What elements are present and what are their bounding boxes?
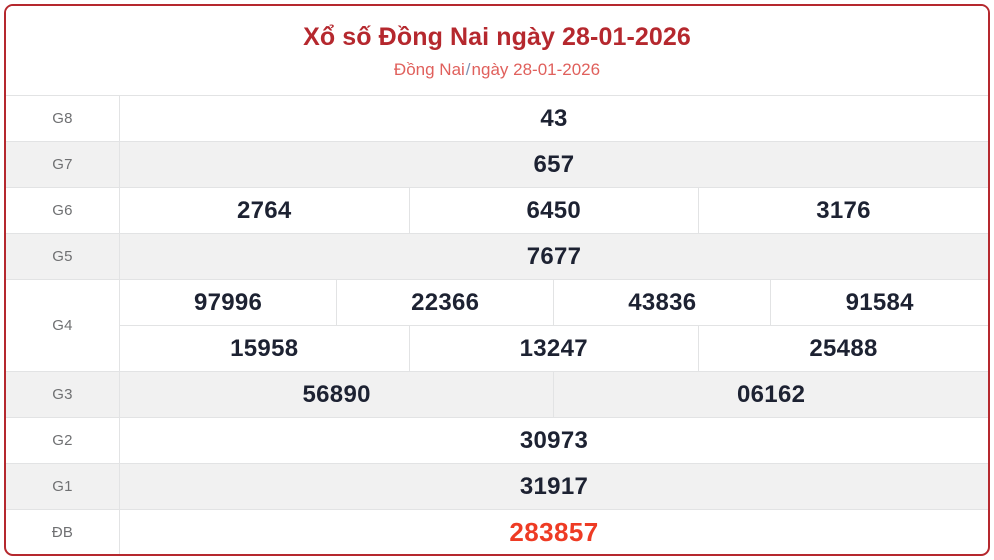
table-row: G4 97996 22366 43836 91584 bbox=[6, 279, 988, 372]
prize-label-g2: G2 bbox=[6, 417, 120, 464]
prize-value-g4-5: 15958 bbox=[119, 325, 410, 372]
breadcrumb: Đồng Nai/ngày 28-01-2026 bbox=[6, 52, 988, 80]
prize-value-g2-1: 30973 bbox=[119, 417, 988, 464]
prize-value-g4-3: 43836 bbox=[553, 279, 772, 326]
prize-label-g8: G8 bbox=[6, 95, 120, 142]
page-title: Xổ số Đồng Nai ngày 28-01-2026 bbox=[303, 23, 691, 51]
table-row: G7 657 bbox=[6, 141, 988, 188]
table-row: G5 7677 bbox=[6, 233, 988, 280]
table-row: G2 30973 bbox=[6, 417, 988, 464]
prize-label-g5: G5 bbox=[6, 233, 120, 280]
breadcrumb-date: ngày 28-01-2026 bbox=[471, 60, 601, 79]
prize-value-g3-1: 56890 bbox=[119, 371, 555, 418]
prize-value-g3-2: 06162 bbox=[553, 371, 988, 418]
prize-value-g4-7: 25488 bbox=[698, 325, 988, 372]
prize-value-g1-1: 31917 bbox=[119, 463, 988, 510]
prize-value-g4-6: 13247 bbox=[409, 325, 699, 372]
breadcrumb-separator: / bbox=[465, 60, 471, 79]
prize-value-g7-1: 657 bbox=[119, 141, 988, 188]
prize-results-table: G8 43 G7 657 G6 2764 6450 3176 G5 7677 bbox=[6, 95, 988, 554]
prize-label-g3: G3 bbox=[6, 371, 120, 418]
card-header: Xổ số Đồng Nai ngày 28-01-2026 Đồng Nai/… bbox=[6, 6, 988, 95]
prize-label-g1: G1 bbox=[6, 463, 120, 510]
prize-value-g6-2: 6450 bbox=[409, 187, 699, 234]
table-row: G3 56890 06162 bbox=[6, 371, 988, 418]
table-row: ĐB 283857 bbox=[6, 509, 988, 554]
prize-label-g4: G4 bbox=[6, 279, 120, 372]
prize-value-g6-1: 2764 bbox=[119, 187, 410, 234]
prize-label-db: ĐB bbox=[6, 509, 120, 554]
prize-value-db-1: 283857 bbox=[119, 509, 988, 554]
prize-label-g6: G6 bbox=[6, 187, 120, 234]
table-row: G8 43 bbox=[6, 95, 988, 142]
table-row: G1 31917 bbox=[6, 463, 988, 510]
prize-value-g4-2: 22366 bbox=[336, 279, 555, 326]
lottery-result-card: Xổ số Đồng Nai ngày 28-01-2026 Đồng Nai/… bbox=[4, 4, 990, 556]
prize-value-g8-1: 43 bbox=[119, 95, 988, 142]
prize-value-g4-1: 97996 bbox=[119, 279, 338, 326]
prize-label-g7: G7 bbox=[6, 141, 120, 188]
table-row: 15958 13247 25488 bbox=[6, 325, 988, 372]
prize-value-g5-1: 7677 bbox=[119, 233, 988, 280]
prize-value-g6-3: 3176 bbox=[698, 187, 988, 234]
table-row: G6 2764 6450 3176 bbox=[6, 187, 988, 234]
prize-value-g4-4: 91584 bbox=[770, 279, 988, 326]
breadcrumb-region: Đồng Nai bbox=[393, 60, 465, 79]
